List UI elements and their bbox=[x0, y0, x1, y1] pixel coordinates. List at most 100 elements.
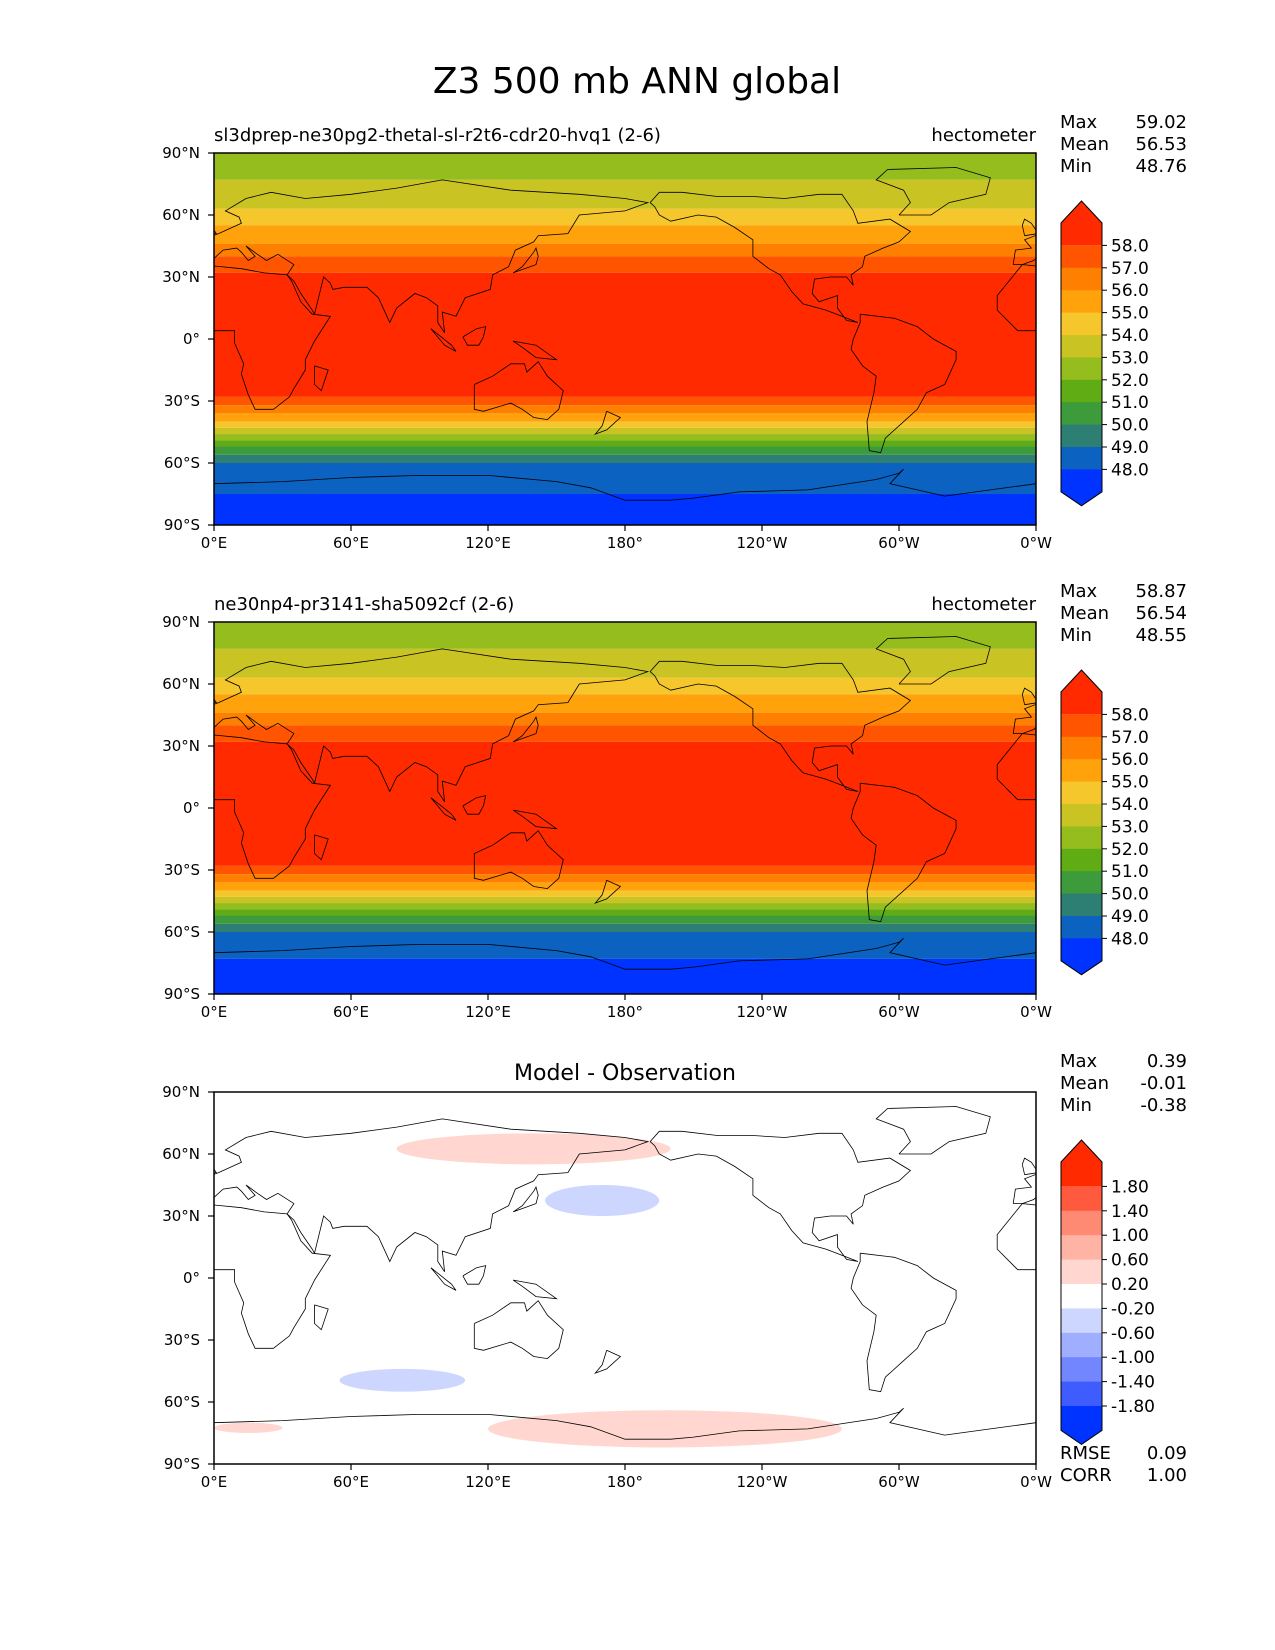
stat-label: Mean bbox=[1060, 603, 1109, 624]
colorbar-label: 0.20 bbox=[1111, 1275, 1149, 1295]
coastline bbox=[996, 733, 1036, 801]
coastline bbox=[649, 1130, 912, 1262]
y-tick-label: 60°N bbox=[162, 206, 200, 224]
coastline bbox=[214, 468, 1036, 501]
colorbar-label: 58.0 bbox=[1111, 236, 1149, 256]
colorbar-label: -0.60 bbox=[1111, 1324, 1155, 1344]
field-band bbox=[214, 694, 1036, 713]
stat-label: Max bbox=[1060, 581, 1098, 602]
y-tick-label: 90°S bbox=[164, 1455, 200, 1473]
colorbar-cell bbox=[1061, 1186, 1102, 1212]
y-tick-label: 0° bbox=[183, 799, 200, 817]
field-band bbox=[214, 932, 1036, 959]
field-band bbox=[214, 463, 1036, 494]
stat-value: 56.53 bbox=[1135, 134, 1187, 155]
map-field bbox=[214, 153, 1036, 525]
x-tick-label: 120°E bbox=[465, 1473, 511, 1491]
coastline bbox=[512, 1186, 539, 1213]
y-tick-label: 90°N bbox=[162, 613, 200, 631]
y-tick-label: 60°S bbox=[164, 1393, 200, 1411]
y-tick-label: 90°S bbox=[164, 516, 200, 534]
coastline bbox=[649, 660, 912, 792]
colorbar-cell bbox=[1061, 469, 1102, 506]
coastline bbox=[214, 648, 650, 803]
panel-title: Model - Observation bbox=[514, 1061, 736, 1086]
test-map-panel: 0°E 60°E 120°E 180° 120°W 60°W 0°W 90°N 60°N 30°N… bbox=[162, 112, 1187, 552]
coastline bbox=[594, 879, 622, 904]
x-tick-label: 0°E bbox=[201, 534, 228, 552]
stat-value: 48.55 bbox=[1135, 625, 1187, 646]
colorbar-label: 48.0 bbox=[1111, 929, 1149, 949]
coastline bbox=[996, 1203, 1036, 1271]
colorbar-cell bbox=[1061, 312, 1102, 336]
coastline bbox=[214, 1407, 1036, 1440]
colorbar-label: -0.20 bbox=[1111, 1299, 1155, 1319]
y-tick-label: 30°N bbox=[162, 1207, 200, 1225]
y-tick-label: 90°N bbox=[162, 1083, 200, 1101]
y-tick-label: 90°S bbox=[164, 985, 200, 1003]
y-tick-label: 60°N bbox=[162, 1145, 200, 1163]
colorbar-cell bbox=[1061, 424, 1102, 448]
coastline bbox=[512, 340, 558, 361]
field-band bbox=[214, 909, 1036, 916]
coastline bbox=[850, 313, 957, 454]
coastline bbox=[214, 179, 650, 334]
colorbar-label: 1.80 bbox=[1111, 1177, 1149, 1197]
colorbar-label: 0.60 bbox=[1111, 1251, 1149, 1271]
field-band bbox=[214, 712, 1036, 726]
colorbar: 1.80 1.40 1.00 0.60 0.20 -0.20 -0.60 -1.00 -1.40… bbox=[1060, 1139, 1155, 1446]
coastline bbox=[512, 809, 558, 830]
colorbar-label: 51.0 bbox=[1111, 393, 1149, 413]
y-tick-label: 0° bbox=[183, 1269, 200, 1287]
panel-units: hectometer bbox=[931, 125, 1036, 146]
field-band bbox=[214, 272, 1036, 397]
x-tick-label: 60°E bbox=[333, 1003, 369, 1021]
colorbar-label: -1.80 bbox=[1111, 1397, 1155, 1417]
x-tick-label: 180° bbox=[607, 1473, 643, 1491]
colorbar-cell bbox=[1061, 290, 1102, 314]
coastline bbox=[875, 167, 991, 216]
y-tick-label: 60°S bbox=[164, 923, 200, 941]
y-tick-label: 60°N bbox=[162, 675, 200, 693]
difference-map-panel: 0°E 60°E 120°E 180° 120°W 60°W 0°W 90°N 60°N 30°N… bbox=[162, 1051, 1187, 1491]
colorbar-cell bbox=[1061, 916, 1102, 939]
field-band bbox=[214, 958, 1036, 994]
colorbar: 58.0 57.056.0 55.054.053.0 52.051.0 50.049.0… bbox=[1060, 200, 1149, 507]
y-tick-label: 30°N bbox=[162, 268, 200, 286]
colorbar-cell bbox=[1061, 736, 1102, 760]
colorbar-cell bbox=[1061, 335, 1102, 358]
panel-units: hectometer bbox=[931, 594, 1036, 615]
negative-anomaly-patch bbox=[545, 1185, 660, 1216]
field-band bbox=[214, 923, 1036, 932]
stat-value: 59.02 bbox=[1135, 112, 1187, 133]
field-band bbox=[214, 179, 1036, 209]
stat-label: Mean bbox=[1060, 1073, 1109, 1094]
x-tick-label: 180° bbox=[607, 1003, 643, 1021]
colorbar-cell bbox=[1061, 1235, 1102, 1261]
colorbar-cell bbox=[1061, 1406, 1102, 1445]
coastline bbox=[214, 1118, 650, 1273]
colorbar-cell bbox=[1061, 781, 1102, 805]
x-tick-label: 60°W bbox=[878, 1003, 920, 1021]
field-band bbox=[214, 677, 1036, 695]
negative-anomaly-patch bbox=[339, 1368, 466, 1392]
coastline bbox=[314, 1304, 329, 1331]
colorbar-label: 1.40 bbox=[1111, 1202, 1149, 1222]
colorbar-cell bbox=[1061, 1332, 1102, 1358]
field-band bbox=[214, 405, 1036, 414]
colorbar-label: -1.40 bbox=[1111, 1373, 1155, 1393]
colorbar-label: 51.0 bbox=[1111, 862, 1149, 882]
stat-value: 58.87 bbox=[1135, 581, 1187, 602]
coastline bbox=[314, 834, 329, 861]
colorbar-cell bbox=[1061, 826, 1102, 850]
colorbar-label: 52.0 bbox=[1111, 840, 1149, 860]
x-tick-label: 120°E bbox=[465, 1003, 511, 1021]
x-tick-label: 0°E bbox=[201, 1003, 228, 1021]
coastline bbox=[430, 1267, 457, 1291]
colorbar-outline bbox=[1060, 669, 1103, 976]
field-band bbox=[214, 725, 1036, 742]
colorbar-label: 52.0 bbox=[1111, 371, 1149, 391]
coastline bbox=[214, 265, 332, 410]
colorbar-label: 56.0 bbox=[1111, 281, 1149, 301]
y-tick-label: 90°N bbox=[162, 144, 200, 162]
